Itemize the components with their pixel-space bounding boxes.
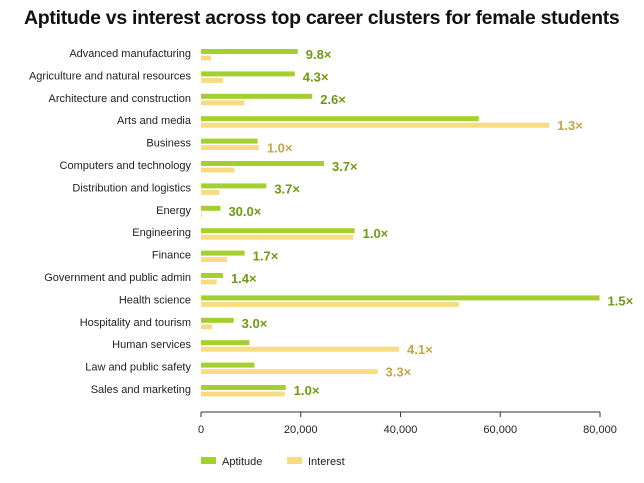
category-label: Arts and media (117, 115, 192, 127)
ratio-label: 3.0× (242, 316, 268, 331)
x-tick-label: 60,000 (483, 424, 517, 436)
category-label: Human services (112, 339, 191, 351)
ratio-label: 3.7× (274, 181, 300, 196)
aptitude-bar (201, 295, 600, 301)
ratio-label: 1.0× (267, 141, 293, 156)
interest-bar (201, 391, 285, 397)
category-label: Government and public admin (44, 272, 191, 284)
ratio-label: 1.0× (294, 383, 320, 398)
aptitude-bar (201, 183, 267, 189)
aptitude-bar (201, 71, 295, 77)
interest-bar (201, 369, 378, 375)
ratio-label: 2.6× (320, 92, 346, 107)
ratio-label: 30.0× (228, 204, 261, 219)
interest-bar (201, 346, 400, 352)
interest-bar (201, 279, 217, 285)
ratio-label: 1.0× (363, 226, 389, 241)
aptitude-bar (201, 205, 221, 211)
category-label: Hospitality and tourism (80, 317, 191, 329)
category-label: Business (146, 138, 191, 150)
interest-bar (201, 122, 550, 128)
interest-bar (201, 324, 212, 330)
aptitude-bar (201, 116, 479, 122)
interest-bar (201, 189, 220, 195)
category-label: Architecture and construction (49, 93, 191, 105)
x-tick-label: 20,000 (284, 424, 318, 436)
interest-bar (201, 100, 245, 106)
aptitude-bar (201, 250, 245, 256)
interest-bar (201, 167, 235, 173)
aptitude-bar (201, 49, 298, 54)
category-label: Agriculture and natural resources (29, 70, 192, 82)
aptitude-bar (201, 362, 255, 368)
aptitude-bar (201, 273, 223, 278)
category-label: Computers and technology (60, 160, 192, 172)
ratio-label: 4.1× (407, 342, 433, 357)
category-label: Finance (152, 250, 191, 262)
chart-title: Aptitude vs interest across top career c… (24, 7, 620, 29)
legend-aptitude-label: Aptitude (222, 456, 262, 468)
ratio-label: 3.3× (386, 365, 412, 380)
legend-interest-label: Interest (308, 456, 345, 468)
interest-bar (201, 55, 211, 61)
ratio-label: 9.8× (306, 47, 332, 62)
category-label: Engineering (132, 227, 191, 239)
interest-bar (201, 301, 459, 307)
ratio-label: 1.5× (608, 293, 634, 308)
category-label: Sales and marketing (91, 384, 191, 396)
category-label: Energy (156, 205, 191, 217)
ratio-label: 1.7× (253, 249, 279, 264)
aptitude-bar (201, 138, 258, 144)
ratio-label: 1.4× (231, 271, 257, 286)
x-tick-label: 80,000 (583, 424, 617, 436)
category-label: Health science (119, 294, 191, 306)
interest-bar (201, 145, 259, 151)
category-label: Distribution and logistics (72, 182, 191, 194)
aptitude-bar (201, 93, 313, 99)
aptitude-bar (201, 228, 355, 234)
interest-bar (201, 77, 223, 83)
legend-interest-swatch (287, 457, 302, 464)
interest-bar (201, 234, 354, 240)
interest-bar (201, 212, 202, 218)
aptitude-bar (201, 340, 250, 346)
legend-aptitude-swatch (201, 457, 216, 464)
category-label: Advanced manufacturing (69, 48, 191, 60)
x-tick-label: 0 (198, 424, 204, 436)
x-tick-label: 40,000 (384, 424, 418, 436)
aptitude-bar (201, 161, 324, 166)
ratio-label: 4.3× (303, 69, 329, 84)
ratio-label: 3.7× (332, 159, 358, 174)
aptitude-bar (201, 385, 286, 390)
aptitude-bar (201, 317, 234, 323)
ratio-label: 1.3× (557, 118, 583, 133)
category-label: Law and public safety (85, 362, 191, 374)
interest-bar (201, 257, 227, 263)
